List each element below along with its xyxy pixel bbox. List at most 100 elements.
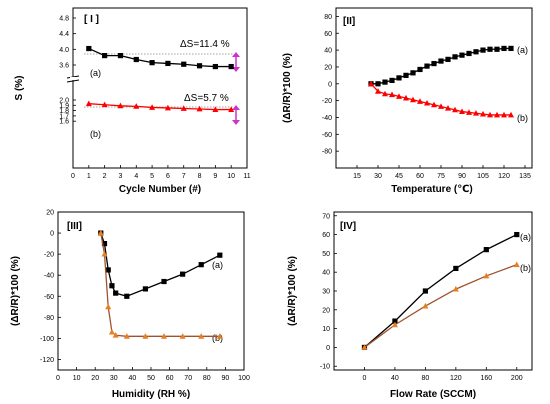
series-a-point — [480, 47, 486, 53]
x-tick-label: 75 — [437, 173, 445, 180]
series-b-point — [396, 93, 402, 99]
series-b-point — [480, 110, 486, 117]
series-b-point — [198, 333, 205, 339]
series-b-point — [513, 261, 520, 268]
x-tick-label: 80 — [203, 375, 211, 382]
series-a-point — [212, 63, 218, 70]
series-a-point — [501, 45, 507, 52]
series-a-point — [105, 267, 111, 273]
x-tick-label: 70 — [184, 375, 192, 382]
y-tick-label: 60 — [322, 232, 330, 239]
series-b-point — [422, 302, 429, 309]
y-tick-label: 4.8 — [59, 16, 69, 23]
series-b-point — [117, 102, 124, 109]
y-tick-label: 20 — [46, 210, 54, 217]
panel-3: [III] Humidity (RH %) (ΔR/R)*100 (%) (a)… — [10, 210, 250, 401]
x-tick-label: 80 — [421, 375, 429, 382]
series-a-point — [452, 54, 458, 60]
x-tick-label: 40 — [391, 375, 399, 382]
series-a-point — [410, 70, 416, 76]
series-a-point — [494, 46, 500, 52]
x-tick-label: 120 — [450, 375, 462, 382]
series-b-point — [105, 303, 112, 310]
series-b-point — [142, 333, 149, 339]
series-b-line — [364, 264, 517, 348]
y-tick-label: 70 — [322, 213, 330, 220]
series-a-point — [459, 52, 465, 58]
panel-4-data — [361, 231, 520, 351]
panel-2-series-b-label: (b) — [517, 113, 528, 123]
x-tick-label: 200 — [511, 375, 523, 382]
series-b-point — [133, 103, 140, 109]
x-tick-label: 0 — [363, 375, 367, 382]
x-tick-label: 10 — [227, 173, 235, 180]
series-b-point — [196, 105, 203, 112]
x-tick-label: 10 — [73, 375, 81, 382]
x-tick-label: 30 — [374, 173, 382, 180]
y-tick-label: 10 — [322, 326, 330, 333]
series-a-point — [165, 60, 171, 67]
panel-1-series-a-label: (a) — [90, 68, 101, 78]
series-a-point — [117, 53, 124, 59]
y-tick-label: 30 — [322, 289, 330, 296]
series-b-point — [483, 272, 490, 279]
series-a-point — [422, 288, 428, 294]
y-tick-label: 0 — [328, 81, 332, 88]
series-b-point — [389, 91, 395, 98]
series-b-line — [88, 103, 232, 111]
series-a-point — [113, 290, 119, 296]
panel-1-y-label: S (%) — [14, 76, 25, 101]
series-a-point — [124, 293, 130, 299]
x-tick-label: 40 — [129, 375, 137, 382]
series-a-point — [396, 75, 402, 81]
x-tick-label: 5 — [150, 173, 154, 180]
series-b-point — [164, 104, 171, 111]
panel-1-axis-break — [66, 75, 80, 83]
series-b-point — [501, 111, 507, 118]
y-tick-label: 1.8 — [59, 108, 69, 115]
series-a-point — [196, 63, 203, 69]
series-a-point — [508, 45, 514, 52]
x-tick-label: 60 — [416, 173, 424, 180]
series-b-point — [123, 333, 130, 339]
panel-3-x-label: Humidity (RH %) — [112, 389, 190, 400]
series-a-point — [142, 286, 149, 292]
x-tick-label: 7 — [182, 173, 186, 180]
series-b-point — [382, 90, 388, 97]
y-tick-label: -10 — [320, 364, 330, 371]
x-tick-label: 120 — [498, 173, 510, 180]
panel-1-x-label: Cycle Number (#) — [119, 184, 201, 195]
series-a-point — [101, 241, 108, 247]
y-tick-label: 0 — [50, 231, 54, 238]
series-b-point — [180, 105, 187, 111]
series-a-line — [364, 233, 518, 348]
x-tick-label: 50 — [147, 375, 155, 382]
y-tick-label: 2.0 — [59, 98, 69, 105]
series-b-point — [431, 101, 437, 108]
panel-3-plot-area — [57, 211, 245, 371]
series-a-point — [102, 53, 108, 59]
series-b-point — [97, 229, 104, 236]
panel-2-y-label: (ΔR/R)*100 (%) — [282, 53, 293, 123]
x-tick-label: 8 — [198, 173, 202, 180]
x-tick-label: 45 — [395, 173, 403, 180]
series-a-point — [228, 63, 234, 70]
panel-1-ref-lines — [84, 53, 233, 108]
panel-3-label: [III] — [67, 221, 82, 232]
series-a-point — [514, 231, 520, 238]
x-tick-label: 0 — [56, 375, 60, 382]
x-tick-label: 105 — [477, 173, 489, 180]
series-b-point — [403, 94, 409, 101]
panel-4-series-a-label: (a) — [520, 232, 531, 242]
x-tick-label: 20 — [91, 375, 99, 382]
series-a-point — [431, 60, 437, 67]
y-tick-label: -40 — [322, 115, 332, 122]
y-tick-label: -80 — [322, 149, 332, 156]
series-b-point — [228, 106, 235, 112]
series-b-point — [459, 108, 465, 114]
series-b-point — [368, 80, 374, 87]
panel-2: [II] Temperature (℃) (ΔR/R)*100 (%) (a) … — [282, 7, 533, 195]
series-b-point — [216, 333, 223, 339]
series-b-point — [473, 110, 479, 116]
